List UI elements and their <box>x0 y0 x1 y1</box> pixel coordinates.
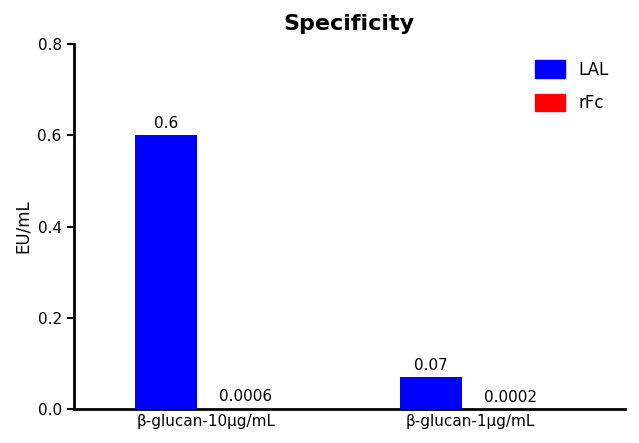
Text: 0.07: 0.07 <box>414 358 448 373</box>
Title: Specificity: Specificity <box>284 14 415 34</box>
Bar <box>400 377 462 409</box>
Bar <box>135 135 197 409</box>
Text: 0.6: 0.6 <box>154 116 178 131</box>
Text: 0.0002: 0.0002 <box>484 389 537 404</box>
Text: 0.0006: 0.0006 <box>219 389 272 404</box>
Y-axis label: EU/mL: EU/mL <box>14 200 32 253</box>
Legend: LAL, rFc: LAL, rFc <box>527 52 617 120</box>
